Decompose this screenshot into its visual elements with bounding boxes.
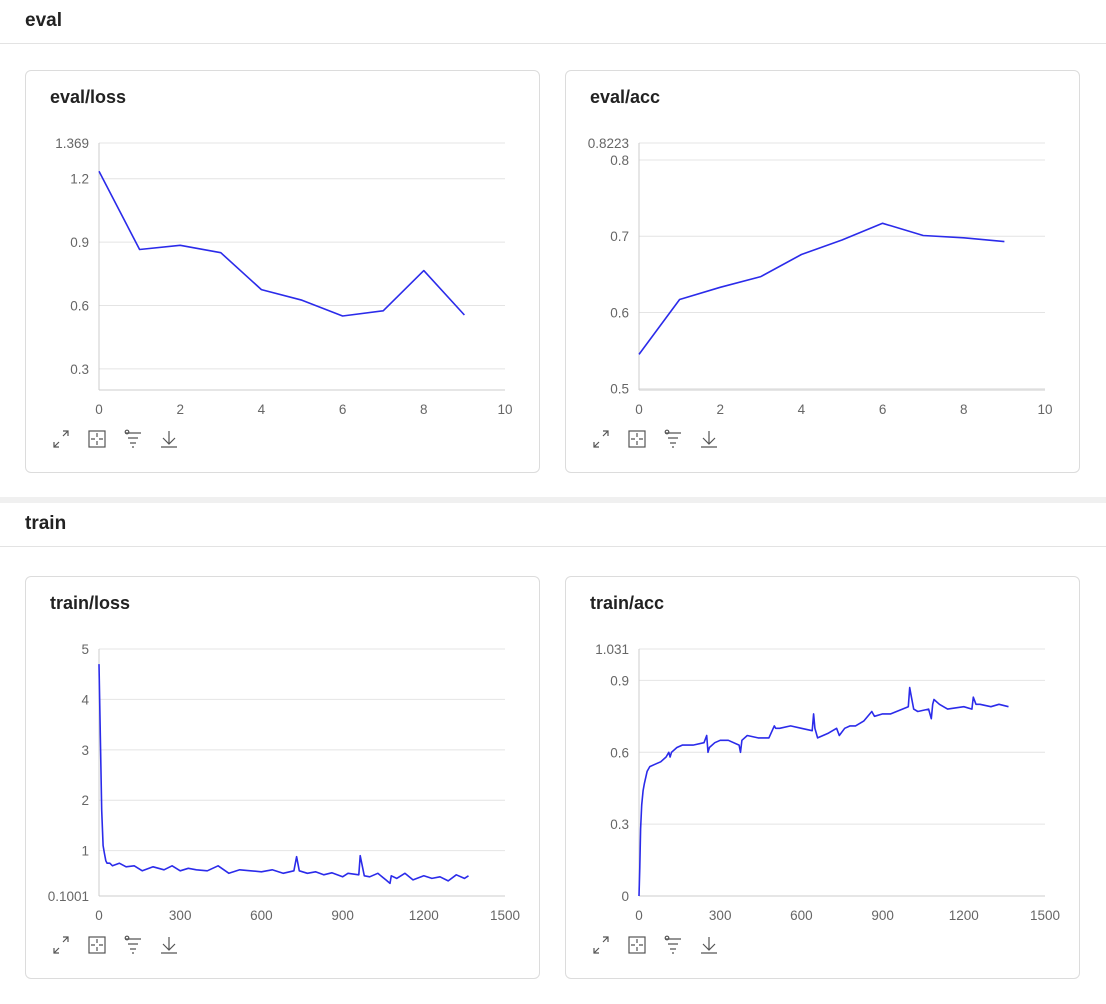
x-tick-label: 1500 bbox=[1030, 908, 1060, 923]
y-tick-label: 2 bbox=[81, 793, 89, 808]
chart-title: eval/acc bbox=[590, 87, 661, 107]
y-tick-label: 5 bbox=[81, 642, 89, 657]
filter-icon[interactable] bbox=[122, 934, 144, 956]
fit-icon[interactable] bbox=[626, 428, 648, 450]
x-tick-label: 10 bbox=[497, 402, 512, 417]
filter-icon[interactable] bbox=[662, 934, 684, 956]
series-line bbox=[638, 222, 1005, 355]
x-tick-label: 300 bbox=[709, 908, 732, 923]
x-tick-label: 1500 bbox=[490, 908, 520, 923]
download-icon[interactable] bbox=[158, 934, 180, 956]
y-tick-label: 4 bbox=[81, 692, 89, 707]
expand-icon[interactable] bbox=[590, 428, 612, 450]
x-tick-label: 6 bbox=[879, 402, 887, 417]
expand-icon[interactable] bbox=[50, 428, 72, 450]
x-tick-label: 1200 bbox=[949, 908, 979, 923]
series-line bbox=[638, 686, 1009, 897]
y-tick-label: 0.9 bbox=[70, 235, 89, 250]
y-tick-label: 1.2 bbox=[70, 172, 89, 187]
x-tick-label: 600 bbox=[250, 908, 273, 923]
chart-plot: 1.369 1.2 0.9 0.6 0.3 0 2 4 6 8 10 bbox=[55, 136, 512, 417]
x-tick-label: 2 bbox=[716, 402, 724, 417]
chart-title: train/acc bbox=[590, 593, 665, 613]
series-line bbox=[98, 664, 469, 885]
chart-card-eval-loss: eval/loss 1.369 1.2 0.9 0.6 0.3 0 2 4 6 8 10 bbox=[25, 70, 540, 473]
download-icon[interactable] bbox=[698, 934, 720, 956]
y-tick-label: 0.6 bbox=[610, 745, 629, 760]
y-tick-label: 0.7 bbox=[610, 229, 629, 244]
x-tick-label: 4 bbox=[798, 402, 806, 417]
section-title: eval bbox=[0, 0, 1106, 44]
x-tick-label: 600 bbox=[790, 908, 813, 923]
chart-plot: 1.031 0.9 0.6 0.3 00 300 600 900 1200 1500 bbox=[595, 642, 1060, 923]
chart-card-train-loss: train/loss 5 4 3 2 1 0.1001 0 300 600 900 1200 1500 bbox=[25, 576, 540, 979]
y-tick-label: 0.6 bbox=[610, 305, 629, 320]
y-tick-label: 0.1001 bbox=[48, 889, 89, 904]
y-tick-label: 0.8 bbox=[610, 153, 629, 168]
chart-title: eval/loss bbox=[50, 87, 127, 107]
x-tick-label: 2 bbox=[176, 402, 184, 417]
fit-icon[interactable] bbox=[626, 934, 648, 956]
x-tick-label: 0 bbox=[635, 908, 643, 923]
fit-icon[interactable] bbox=[86, 934, 108, 956]
y-tick-label: 0.3 bbox=[70, 362, 89, 377]
chart-plot: 5 4 3 2 1 0.1001 0 300 600 900 1200 1500 bbox=[48, 642, 520, 923]
section-eval: eval eval/loss 1.369 1.2 0.9 0.6 0.3 0 2 4 6 8 10 … bbox=[0, 0, 1106, 497]
fit-icon[interactable] bbox=[86, 428, 108, 450]
y-tick-label: 1.369 bbox=[55, 136, 89, 151]
x-tick-label: 1200 bbox=[409, 908, 439, 923]
x-tick-label: 0 bbox=[95, 402, 103, 417]
section-title: train bbox=[0, 503, 1106, 547]
section-train: train train/loss 5 4 3 2 1 0.1001 0 300 600 900 12… bbox=[0, 503, 1106, 1004]
filter-icon[interactable] bbox=[122, 428, 144, 450]
y-tick-label: 0.5 bbox=[610, 382, 629, 397]
x-tick-label: 6 bbox=[339, 402, 347, 417]
chart-plot: 0.8223 0.8 0.7 0.6 0.5 0 2 4 6 8 10 bbox=[588, 136, 1053, 417]
x-tick-label: 0 bbox=[95, 908, 103, 923]
y-tick-label: 1 bbox=[81, 844, 89, 859]
x-tick-label: 8 bbox=[420, 402, 428, 417]
y-tick-label: 0 bbox=[621, 889, 629, 904]
x-tick-label: 10 bbox=[1037, 402, 1052, 417]
x-tick-label: 0 bbox=[635, 402, 643, 417]
series-line bbox=[98, 170, 465, 317]
chart-card-eval-acc: eval/acc 0.8223 0.8 0.7 0.6 0.5 0 2 4 6 8 10 bbox=[565, 70, 1080, 473]
y-tick-label: 0.6 bbox=[70, 298, 89, 313]
y-tick-label: 0.3 bbox=[610, 817, 629, 832]
y-tick-label: 0.8223 bbox=[588, 136, 629, 151]
expand-icon[interactable] bbox=[50, 934, 72, 956]
chart-title: train/loss bbox=[50, 593, 131, 613]
expand-icon[interactable] bbox=[590, 934, 612, 956]
x-tick-label: 4 bbox=[258, 402, 266, 417]
download-icon[interactable] bbox=[158, 428, 180, 450]
y-tick-label: 0.9 bbox=[610, 673, 629, 688]
download-icon[interactable] bbox=[698, 428, 720, 450]
x-tick-label: 900 bbox=[331, 908, 354, 923]
x-tick-label: 8 bbox=[960, 402, 968, 417]
y-tick-label: 1.031 bbox=[595, 642, 629, 657]
x-tick-label: 300 bbox=[169, 908, 192, 923]
chart-card-train-acc: train/acc 1.031 0.9 0.6 0.3 0 0 300 600 900 1200 1… bbox=[565, 576, 1080, 979]
filter-icon[interactable] bbox=[662, 428, 684, 450]
x-tick-label: 900 bbox=[871, 908, 894, 923]
y-tick-label: 3 bbox=[81, 743, 89, 758]
